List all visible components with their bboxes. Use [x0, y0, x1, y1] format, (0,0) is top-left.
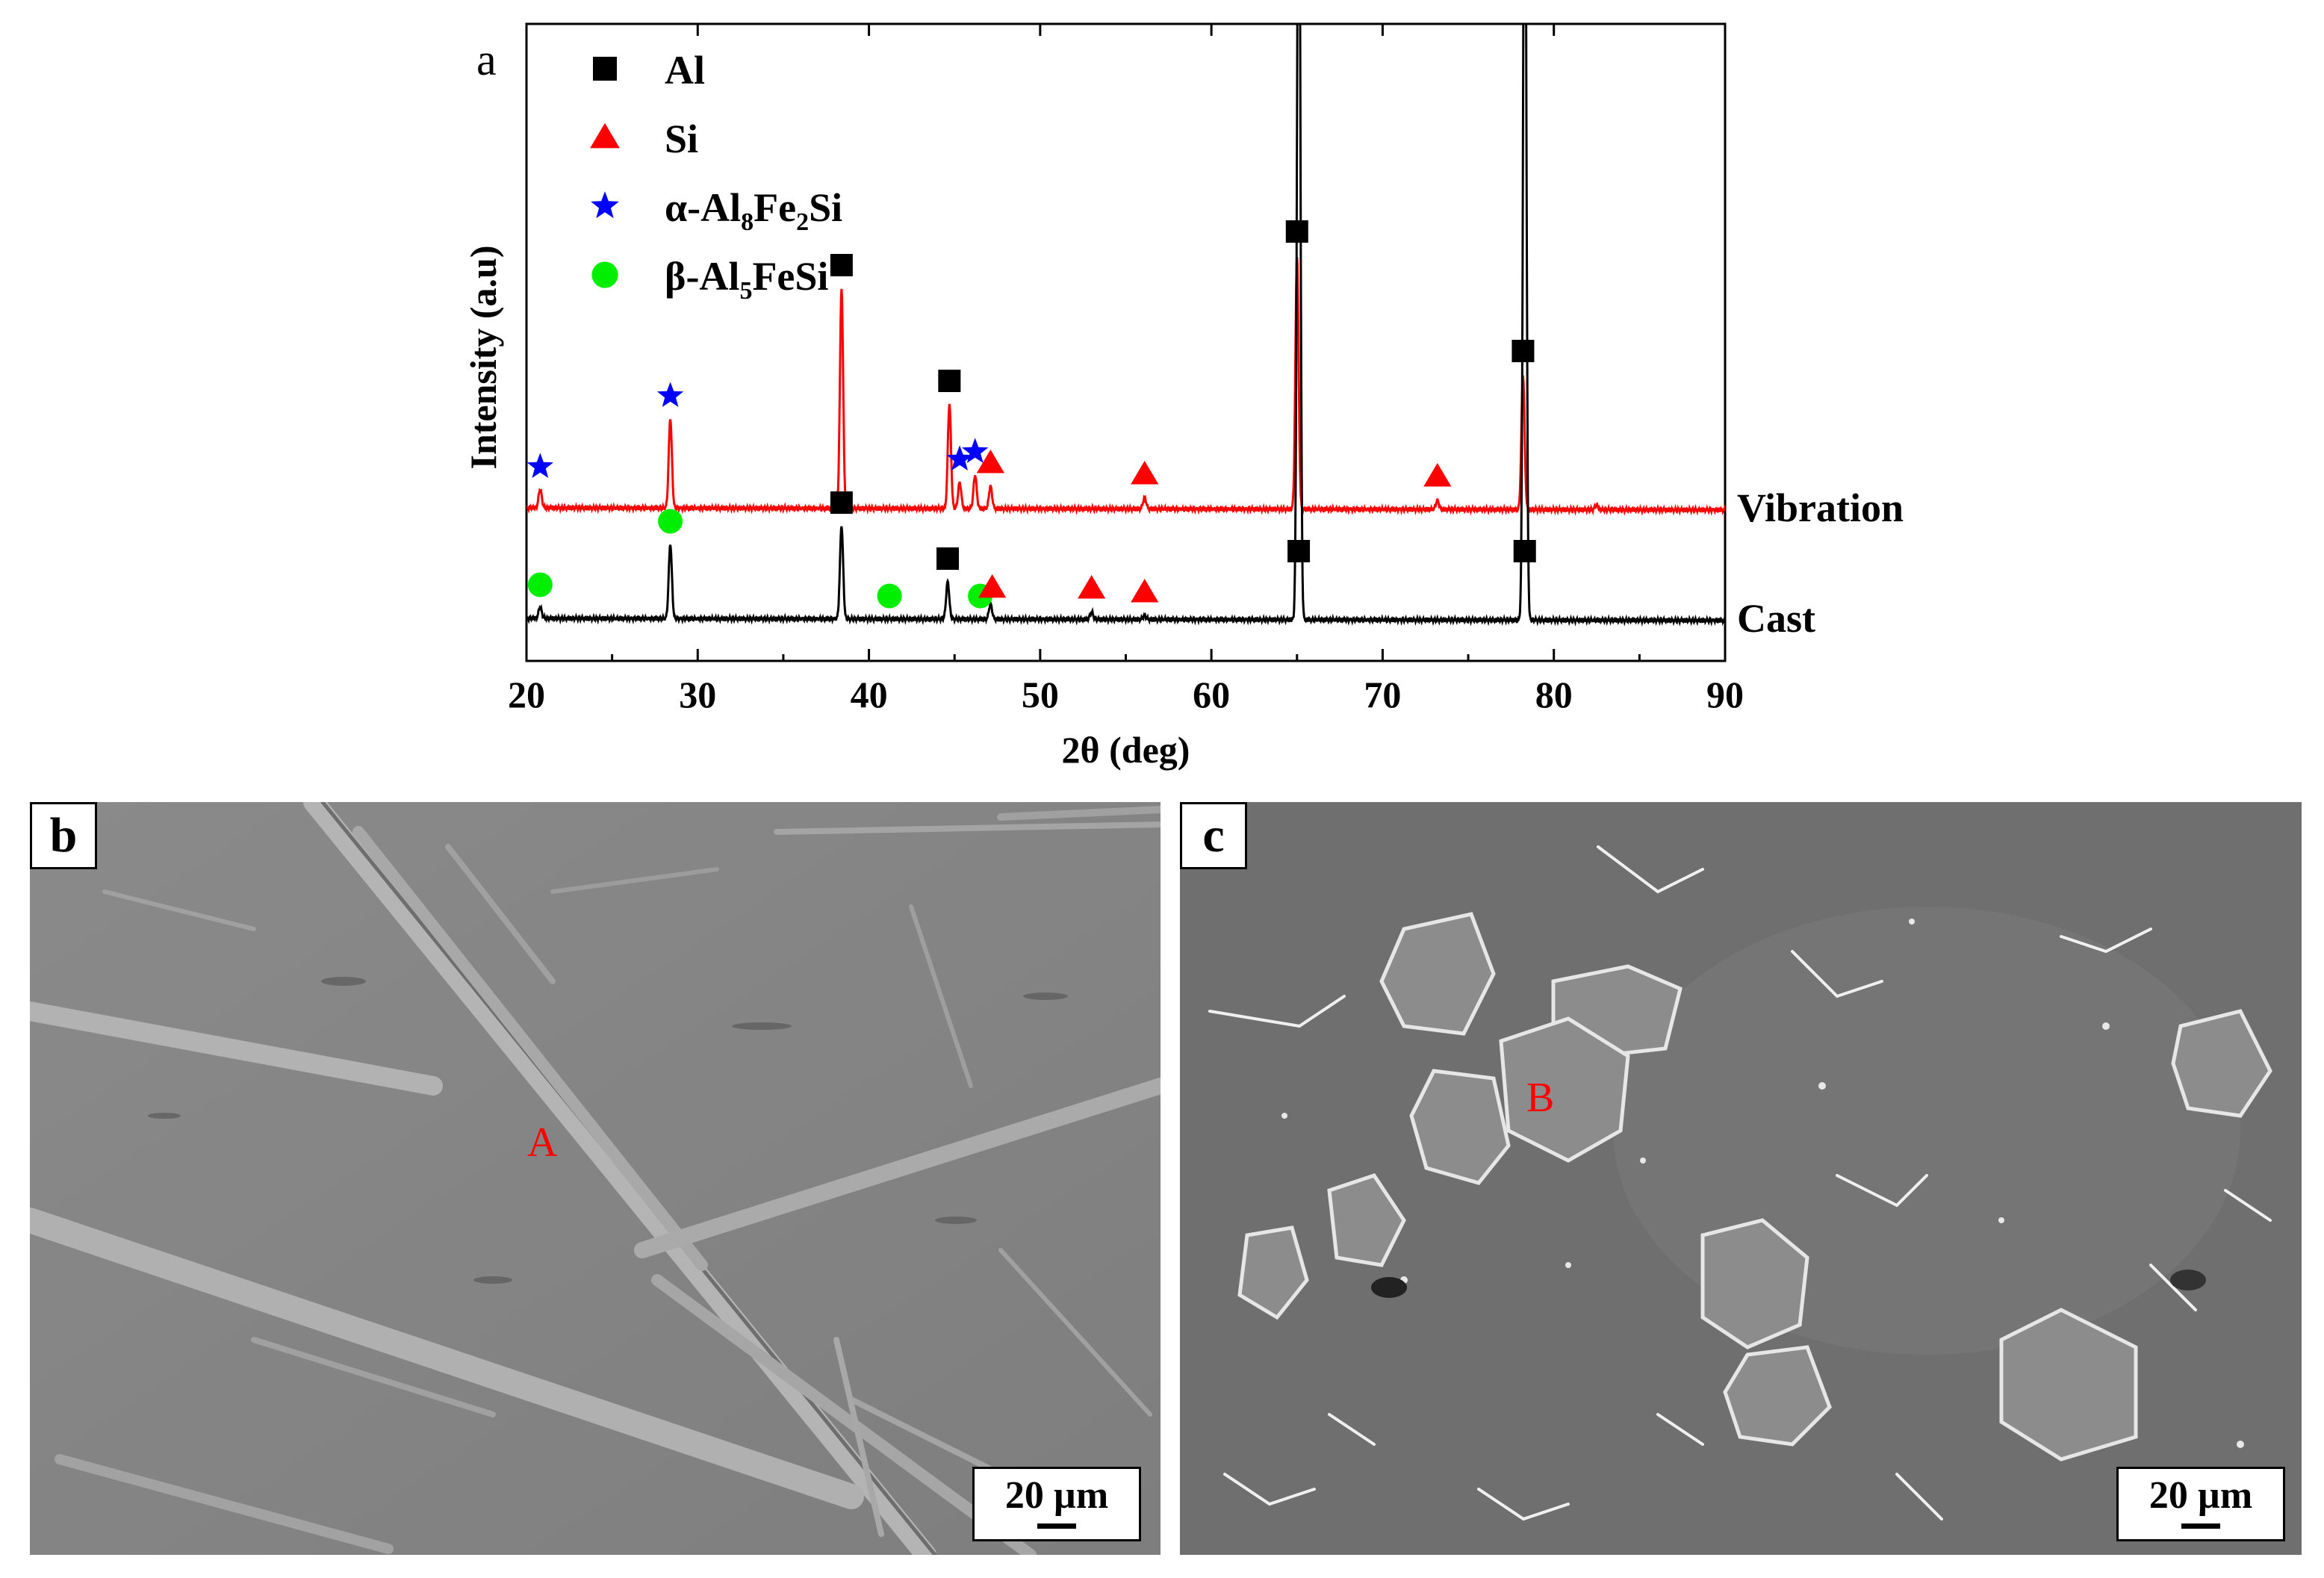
point-label-a: A [527, 1119, 558, 1166]
x-tick-label: 20 [508, 674, 545, 715]
y-axis-label: Intensity (a.u) [462, 245, 504, 469]
legend-label-text: FeSi [752, 254, 828, 299]
legend-label-text: Al [665, 48, 705, 93]
legend-label: Si [665, 117, 698, 161]
legend-label: α-Al8Fe2Si [665, 185, 842, 236]
scale-bar-box-c: 20 µm [2116, 1467, 2285, 1541]
legend-marker-circle [591, 261, 618, 288]
scale-bar-box-b: 20 µm [972, 1467, 1141, 1541]
marker-triangle [976, 450, 1004, 473]
legend-marker-star [591, 191, 619, 219]
series-line-cast [526, 24, 1725, 627]
sem-image-b [30, 802, 1161, 1555]
panel-letter-c-text: c [1202, 808, 1225, 863]
legend-subscript: 2 [796, 208, 809, 236]
legend-label: Al [665, 48, 705, 93]
marker-circle [877, 583, 902, 609]
marker-square [830, 254, 853, 276]
marker-triangle [1131, 579, 1159, 603]
x-tick-label: 30 [679, 674, 716, 715]
legend-subscript: 8 [741, 208, 754, 236]
legend-subscript: 5 [739, 277, 752, 305]
x-tick-label: 80 [1535, 674, 1573, 715]
plot-frame [525, 22, 1727, 662]
legend-marker-triangle [590, 122, 620, 149]
marker-square [938, 370, 961, 392]
marker-triangle [978, 574, 1007, 598]
sem-panel-c: c B 20 µm [1180, 802, 2302, 1555]
panel-letter-a: a [476, 35, 497, 84]
marker-star [526, 453, 553, 478]
marker-star [656, 382, 684, 407]
scale-bar-label-b: 20 µm [1004, 1474, 1109, 1517]
sem-panel-b: b A 20 µm [30, 802, 1161, 1555]
legend-label-text: Fe [754, 185, 796, 230]
legend-label-text: β-Al [665, 254, 739, 299]
marker-star [962, 438, 989, 463]
x-tick-label: 50 [1022, 674, 1059, 715]
marker-square [1513, 540, 1536, 562]
x-tick-label: 60 [1193, 674, 1230, 715]
panel-letter-b-text: b [49, 808, 78, 863]
scale-bar-b [1037, 1523, 1076, 1529]
marker-circle [527, 572, 553, 597]
legend-label-text: Si [809, 185, 842, 230]
legend-label-text: α-Al [665, 185, 741, 230]
scale-bar-label-c: 20 µm [2149, 1474, 2253, 1517]
marker-triangle [1078, 575, 1106, 599]
legend-marker-square [593, 57, 617, 81]
panel-letter-c: c [1180, 802, 1247, 869]
x-tick-label: 70 [1364, 674, 1401, 715]
marker-square [830, 491, 853, 514]
legend-label-text: Si [665, 117, 698, 161]
series-label-vibration: Vibration [1737, 485, 1904, 530]
marker-triangle [1131, 461, 1159, 485]
scale-bar-c [2181, 1523, 2220, 1529]
panel-letter-b: b [30, 802, 97, 869]
sem-image-c [1180, 802, 2302, 1555]
marker-square [1287, 540, 1311, 562]
xrd-chart: 20 30 40 50 60 70 80 90 2θ (deg) Intensity (a.u) a… [462, 22, 1904, 771]
x-tick-label: 40 [851, 674, 888, 715]
marker-triangle [1423, 463, 1452, 487]
marker-star [946, 445, 973, 470]
point-label-b: B [1526, 1075, 1555, 1121]
legend-label: β-Al5FeSi [665, 254, 828, 305]
marker-square [936, 547, 960, 570]
x-axis-label: 2θ (deg) [1062, 729, 1190, 771]
marker-circle [658, 509, 683, 534]
x-tick-label: 90 [1706, 674, 1744, 715]
series-label-cast: Cast [1737, 596, 1815, 641]
series-line-vibration [526, 256, 1725, 517]
